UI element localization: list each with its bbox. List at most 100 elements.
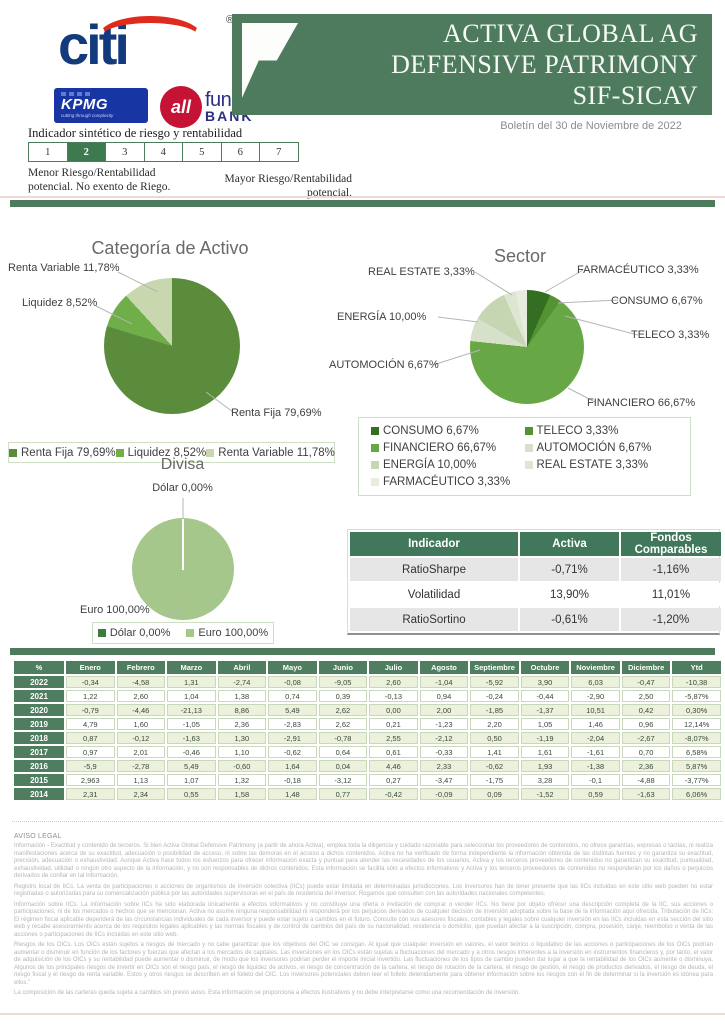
cell: -0,24 (470, 690, 519, 702)
risk-level-2: 2 (66, 142, 106, 162)
cell: 0,77 (318, 788, 368, 800)
row-header: 2015 (14, 774, 64, 786)
table-row: 2020 -0,79 -4,46 -21,13 8,86 5,49 2,62 0,00 2,00… (14, 704, 721, 716)
cell: -1,75 (470, 774, 519, 786)
kpmg-squares-icon (61, 92, 141, 96)
column-header: Julio (369, 661, 418, 674)
cell: 1,41 (470, 746, 519, 758)
legal-paragraph: La composición de las carteras queda suj… (14, 990, 520, 996)
table-row: 2014 2,31 2,34 0,55 1,58 1,48 0,77 -0,42 -0,09 0,… (14, 788, 721, 800)
cell: -0,13 (369, 690, 418, 702)
cell: -5,9 (66, 760, 115, 772)
cell: -0,1 (571, 774, 620, 786)
cell: -0,34 (66, 676, 115, 688)
cell: 0,96 (621, 718, 671, 730)
cell: -0,61% (520, 608, 619, 631)
column-header: Fondos Comparables (621, 532, 721, 556)
sector-label-energia: ENERGÍA 10,00% (337, 311, 427, 323)
cell: -3,77% (672, 774, 721, 786)
cell: 2,62 (318, 704, 368, 716)
legend-item: Dólar 0,00% (97, 627, 170, 639)
cell: 0,94 (419, 690, 469, 702)
cell: -10,38 (672, 676, 721, 688)
cell: 2,62 (318, 718, 368, 730)
divisa-label-dolar: Dólar 0,00% (152, 482, 213, 494)
cell: -0,33 (419, 746, 469, 758)
cell: -1,20% (621, 608, 721, 631)
column-header: Activa (520, 532, 619, 556)
legend-label: ENERGÍA 10,00% (383, 458, 477, 471)
divider-green-top (10, 200, 715, 207)
categoria-label-liquidez: Liquidez 8,52% (22, 297, 98, 309)
cell: 1,13 (116, 774, 166, 786)
cell: -8,07% (672, 732, 721, 744)
column-header: Abril (217, 661, 267, 674)
legal-heading: AVISO LEGAL (14, 833, 62, 840)
legal-paragraph: Riesgos de los OICs. Los OICs están suje… (14, 942, 713, 986)
cell: -1,63 (167, 732, 216, 744)
monthly-returns-table: % Enero Febrero Marzo Abril Mayo Junio Julio Ago… (12, 659, 723, 802)
cell: -0,62 (470, 760, 519, 772)
cell: 5,49 (167, 760, 216, 772)
cell: 0,30% (672, 704, 721, 716)
allfunds-circle-icon: all (160, 86, 202, 128)
sector-label-farmaceutico: FARMACÉUTICO 3,33% (577, 264, 699, 276)
column-header: Septiembre (470, 661, 519, 674)
legend-item: Euro 100,00% (186, 627, 268, 639)
cell: -1,05 (167, 718, 216, 730)
cell: -4,88 (621, 774, 671, 786)
cell: -2,04 (571, 732, 620, 744)
cell: 1,60 (116, 718, 166, 730)
sector-legend: CONSUMO 6,67% FINANCIERO 66,67% ENERGÍA 10… (358, 417, 691, 496)
cell: 2,36 (621, 760, 671, 772)
cell: 4,79 (66, 718, 115, 730)
legend-item: ENERGÍA 10,00% (371, 459, 525, 471)
sector-label-real-estate: REAL ESTATE 3,33% (368, 266, 475, 278)
legend-swatch-icon (371, 444, 379, 453)
legend-item: Renta Fija 79,69% (9, 447, 116, 459)
categoria-chart-title: Categoría de Activo (91, 238, 249, 258)
cell: 13,90% (520, 583, 619, 606)
table-row: RatioSharpe -0,71% -1,16% (350, 558, 721, 581)
cell: -0,78 (318, 732, 368, 744)
sector-label-teleco: TELECO 3,33% (631, 329, 710, 341)
cell: 1,10 (217, 746, 267, 758)
cell: 1,32 (217, 774, 267, 786)
risk-level-3: 3 (105, 142, 145, 162)
row-header: 2019 (14, 718, 64, 730)
table-row: Volatilidad 13,90% 11,01% (350, 583, 721, 606)
column-header: Noviembre (571, 661, 620, 674)
risk-indicator-title: Indicador sintético de riesgo y rentabil… (28, 126, 243, 140)
cell: -3,12 (318, 774, 368, 786)
row-header: RatioSortino (350, 608, 518, 631)
risk-level-7: 7 (259, 142, 299, 162)
citi-logo: citi ® (52, 12, 242, 84)
cell: -2,90 (571, 690, 620, 702)
fund-title-line1: ACTIVA GLOBAL AG (442, 19, 698, 48)
cell: 12,14% (672, 718, 721, 730)
cell: 6,58% (672, 746, 721, 758)
cell: -3,47 (419, 774, 469, 786)
legend-swatch-icon (371, 427, 379, 436)
divisa-chart-title: Divisa (160, 456, 205, 473)
cell: 6,03 (571, 676, 620, 688)
cell: 2,33 (419, 760, 469, 772)
risk-level-1: 1 (28, 142, 68, 162)
divisa-radius-line (182, 519, 184, 570)
table-row: 2016 -5,9 -2,78 5,49 -0,60 1,64 0,04 4,46 2,33 -0… (14, 760, 721, 772)
cell: 0,50 (470, 732, 519, 744)
legal-disclaimer: AVISO LEGAL Información - Exactitud y co… (14, 833, 713, 1001)
cell: 0,39 (318, 690, 368, 702)
categoria-pie-chart (104, 278, 240, 414)
row-header: 2021 (14, 690, 64, 702)
cell: 2,60 (116, 690, 166, 702)
cell: 2,55 (369, 732, 418, 744)
table-row: 2017 0,97 2,01 -0,46 1,10 -0,62 0,64 0,61 -0,33 1… (14, 746, 721, 758)
cell: -21,13 (167, 704, 216, 716)
cell: 1,05 (520, 718, 570, 730)
divider-pink-bottom (0, 1013, 725, 1015)
citi-arc-icon (98, 16, 202, 58)
column-header: Enero (66, 661, 115, 674)
